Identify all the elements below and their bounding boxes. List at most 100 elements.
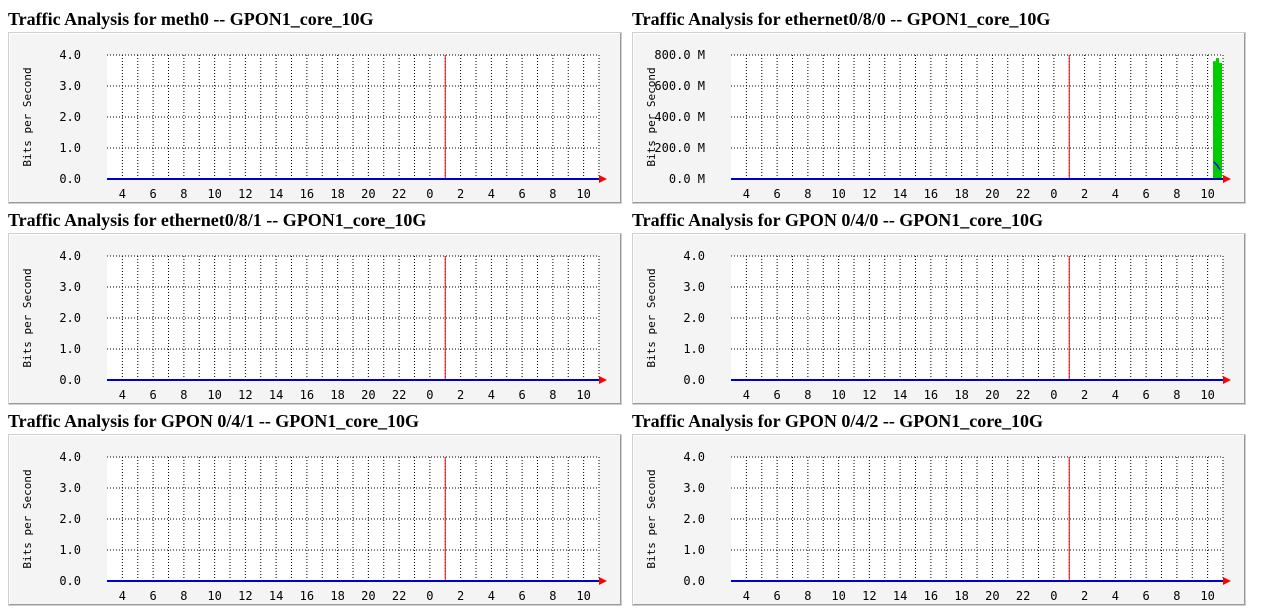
x-tick-label: 16	[300, 187, 314, 201]
x-tick-label: 22	[392, 388, 406, 402]
y-axis-label: Bits per Second	[21, 67, 34, 166]
x-tick-label: 10	[576, 589, 590, 603]
x-tick-label: 4	[1112, 388, 1119, 402]
panel-title: Traffic Analysis for ethernet0/8/0 -- GP…	[632, 9, 1051, 29]
x-tick-label: 8	[1173, 388, 1180, 402]
traffic-panel-ethernet0-8-0: Traffic Analysis for ethernet0/8/0 -- GP…	[632, 8, 1252, 208]
in-traffic-bar	[1213, 61, 1216, 180]
x-tick-label: 20	[361, 589, 375, 603]
x-tick-label: 14	[269, 388, 283, 402]
x-tick-label: 10	[831, 589, 845, 603]
x-tick-label: 2	[457, 388, 464, 402]
x-tick-label: 10	[576, 187, 590, 201]
x-tick-label: 4	[743, 388, 750, 402]
x-tick-label: 10	[576, 388, 590, 402]
y-tick-label: 2.0	[683, 512, 705, 526]
x-axis-arrow	[1223, 376, 1231, 384]
x-tick-label: 10	[1200, 589, 1214, 603]
x-tick-label: 12	[238, 589, 252, 603]
in-traffic-bar	[1216, 58, 1219, 179]
x-tick-label: 4	[488, 589, 495, 603]
x-tick-label: 8	[804, 388, 811, 402]
x-tick-label: 0	[426, 388, 433, 402]
x-tick-label: 0	[1050, 388, 1057, 402]
x-tick-label: 0	[1050, 589, 1057, 603]
panel-title: Traffic Analysis for GPON 0/4/2 -- GPON1…	[632, 411, 1043, 431]
x-tick-label: 14	[269, 187, 283, 201]
x-tick-label: 4	[119, 388, 126, 402]
x-tick-label: 8	[804, 187, 811, 201]
out-traffic-line	[1213, 161, 1221, 171]
x-tick-label: 12	[862, 589, 876, 603]
x-axis-arrow	[599, 376, 607, 384]
x-tick-label: 8	[180, 187, 187, 201]
y-tick-label: 4.0	[59, 249, 81, 263]
x-tick-label: 18	[330, 187, 344, 201]
x-tick-label: 2	[457, 589, 464, 603]
y-tick-label: 4.0	[683, 249, 705, 263]
x-tick-label: 8	[1173, 187, 1180, 201]
x-tick-label: 8	[180, 589, 187, 603]
y-axis-label: Bits per Second	[21, 268, 34, 367]
x-tick-label: 18	[330, 388, 344, 402]
x-tick-label: 16	[924, 187, 938, 201]
x-axis-arrow	[1223, 175, 1231, 183]
x-tick-label: 6	[519, 388, 526, 402]
panel-title: Traffic Analysis for GPON 0/4/1 -- GPON1…	[8, 411, 419, 431]
x-tick-label: 16	[300, 589, 314, 603]
panel-title: Traffic Analysis for GPON 0/4/0 -- GPON1…	[632, 210, 1043, 230]
graph-frame: 4.0 3.0 2.0 1.0 0.0 Bits per Second 4 6 8 10 12 14 1…	[632, 434, 1246, 606]
x-tick-label: 22	[1016, 388, 1030, 402]
x-tick-label: 8	[549, 589, 556, 603]
x-tick-label: 2	[457, 187, 464, 201]
x-tick-label: 20	[985, 187, 999, 201]
x-tick-label: 8	[549, 388, 556, 402]
graph-frame: 800.0 M 600.0 M 400.0 M 200.0 M 0.0 M Bits pe…	[632, 32, 1246, 204]
x-tick-label: 10	[207, 589, 221, 603]
x-tick-label: 4	[743, 589, 750, 603]
x-tick-label: 12	[862, 187, 876, 201]
y-tick-label: 4.0	[59, 48, 81, 62]
x-tick-label: 2	[1081, 388, 1088, 402]
y-tick-label: 0.0	[59, 574, 81, 588]
y-tick-label: 600.0 M	[654, 79, 705, 93]
x-tick-label: 0	[426, 589, 433, 603]
x-tick-label: 6	[150, 388, 157, 402]
x-tick-label: 22	[1016, 187, 1030, 201]
x-tick-label: 20	[361, 388, 375, 402]
graph-frame: 4.0 3.0 2.0 1.0 0.0 Bits per Second 4 6 8 10 12 14 1…	[8, 32, 622, 204]
y-tick-label: 1.0	[683, 543, 705, 557]
x-tick-label: 6	[519, 589, 526, 603]
x-tick-label: 6	[774, 589, 781, 603]
x-tick-label: 6	[519, 187, 526, 201]
x-tick-label: 14	[893, 589, 907, 603]
x-tick-label: 4	[488, 187, 495, 201]
x-tick-label: 8	[549, 187, 556, 201]
x-tick-label: 8	[1173, 589, 1180, 603]
x-tick-label: 18	[330, 589, 344, 603]
x-tick-label: 6	[1143, 187, 1150, 201]
x-tick-label: 20	[985, 589, 999, 603]
y-tick-label: 4.0	[59, 450, 81, 464]
traffic-panel-meth0: Traffic Analysis for meth0 -- GPON1_core…	[8, 8, 628, 208]
y-tick-label: 1.0	[59, 342, 81, 356]
x-tick-label: 22	[392, 589, 406, 603]
graph-frame: 4.0 3.0 2.0 1.0 0.0 Bits per Second 4 6 8 10 12 14 1…	[8, 233, 622, 405]
x-axis-arrow	[599, 577, 607, 585]
x-tick-label: 12	[238, 388, 252, 402]
y-tick-label: 0.0	[683, 373, 705, 387]
panel-title: Traffic Analysis for meth0 -- GPON1_core…	[8, 9, 374, 29]
x-tick-label: 6	[774, 388, 781, 402]
y-axis-label: Bits per Second	[21, 469, 34, 568]
x-tick-label: 20	[361, 187, 375, 201]
x-tick-label: 22	[1016, 589, 1030, 603]
y-tick-label: 1.0	[59, 543, 81, 557]
y-tick-label: 3.0	[59, 280, 81, 294]
traffic-graph: 4.0 3.0 2.0 1.0 0.0 Bits per Second 4 6 8 10 12 14 1…	[645, 249, 1231, 402]
y-axis-label: Bits per Second	[645, 268, 658, 367]
x-tick-label: 6	[150, 589, 157, 603]
x-tick-label: 14	[893, 187, 907, 201]
x-tick-label: 22	[392, 187, 406, 201]
traffic-graph: 800.0 M 600.0 M 400.0 M 200.0 M 0.0 M Bits pe…	[645, 48, 1231, 201]
x-tick-label: 2	[1081, 589, 1088, 603]
